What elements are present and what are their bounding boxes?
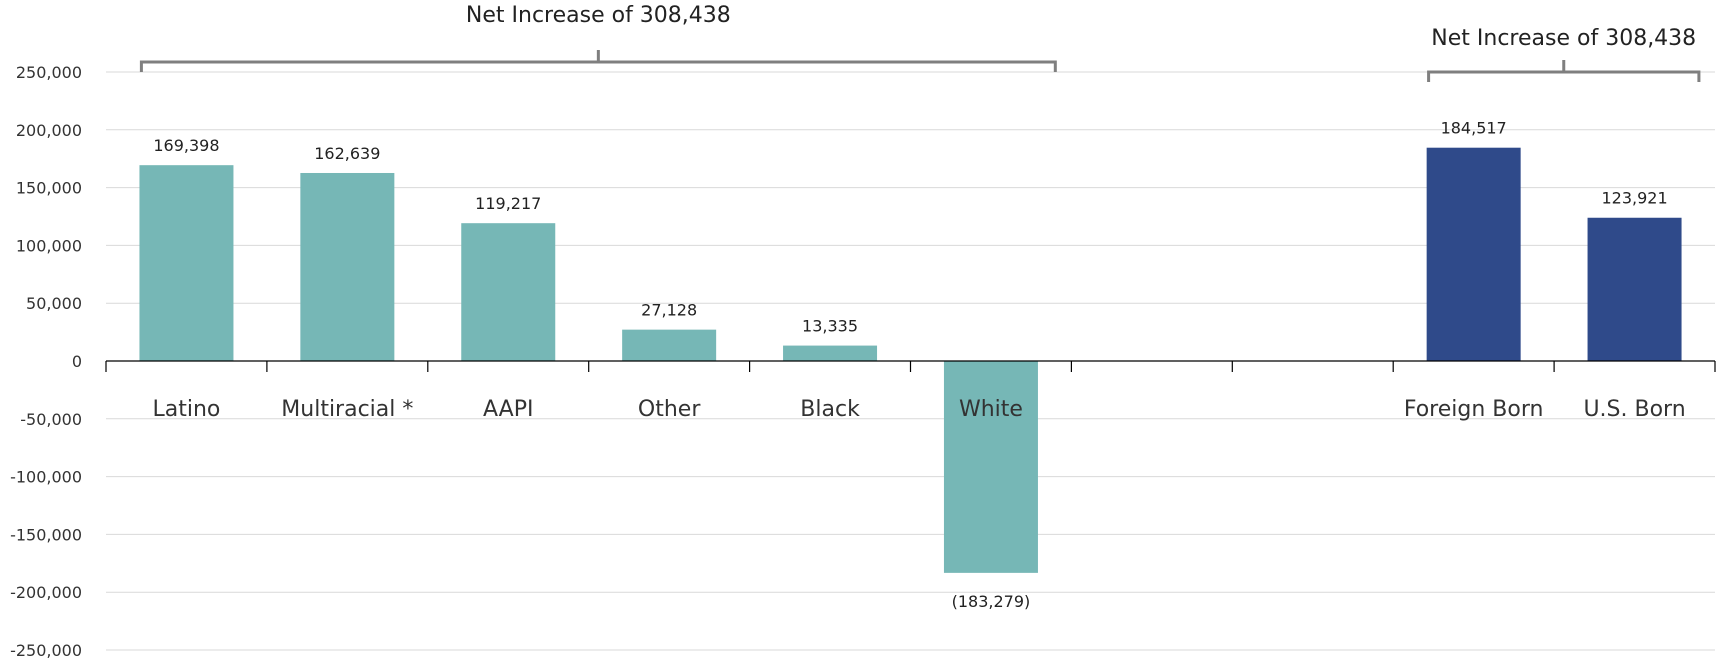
y-tick-label: 250,000	[16, 63, 82, 82]
y-tick-label: -250,000	[10, 641, 82, 660]
category-label-aapi: AAPI	[483, 397, 533, 422]
y-tick-label: -50,000	[20, 410, 82, 429]
y-tick-label: 200,000	[16, 121, 82, 140]
category-label-multiracial: Multiracial *	[281, 397, 413, 422]
annotation-bracket	[1427, 60, 1701, 82]
data-label-latino: 169,398	[153, 136, 219, 155]
data-label-black: 13,335	[802, 317, 858, 336]
annotations: Net Increase of 308,438 Net Increase of 3…	[139, 3, 1701, 82]
bar-aapi	[461, 223, 556, 361]
annotation-label: Net Increase of 308,438	[466, 3, 731, 28]
data-label-other: 27,128	[641, 301, 697, 320]
data-label-u-s-born: 123,921	[1601, 189, 1667, 208]
category-labels: Latino Multiracial * AAPI Other Black White Fo…	[153, 397, 1686, 422]
data-labels: 169,398 162,639 119,217 27,128 13,335 (183,27…	[153, 119, 1667, 611]
bar-other	[622, 329, 717, 361]
bar-foreign-born	[1426, 147, 1521, 361]
bar-latino	[139, 165, 234, 361]
bar-multiracial	[300, 172, 395, 361]
bar-black	[783, 345, 878, 361]
y-tick-label: -100,000	[10, 468, 82, 487]
category-label-white: White	[959, 397, 1023, 422]
y-tick-label: -200,000	[10, 583, 82, 602]
data-label-foreign-born: 184,517	[1441, 119, 1507, 138]
bars	[139, 147, 1682, 573]
bar-u-s-born	[1587, 217, 1682, 361]
category-label-foreign-born: Foreign Born	[1404, 397, 1544, 422]
category-label-u-s-born: U.S. Born	[1583, 397, 1685, 422]
data-label-aapi: 119,217	[475, 194, 541, 213]
y-tick-label: 100,000	[16, 236, 82, 255]
y-axis-ticks: 250,000 200,000 150,000 100,000 50,000 0 -50,0…	[10, 63, 82, 660]
category-label-black: Black	[800, 397, 860, 422]
y-tick-label: 150,000	[16, 179, 82, 198]
bar-white	[943, 361, 1038, 573]
y-tick-label: 50,000	[26, 294, 82, 313]
category-label-latino: Latino	[153, 397, 221, 422]
category-label-other: Other	[638, 397, 701, 422]
y-tick-label: 0	[72, 352, 82, 371]
annotation-bracket	[139, 50, 1057, 72]
annotation-label: Net Increase of 308,438	[1431, 26, 1696, 51]
data-label-white: (183,279)	[952, 592, 1031, 611]
data-label-multiracial: 162,639	[314, 144, 380, 163]
x-axis	[105, 360, 1716, 372]
y-tick-label: -150,000	[10, 525, 82, 544]
